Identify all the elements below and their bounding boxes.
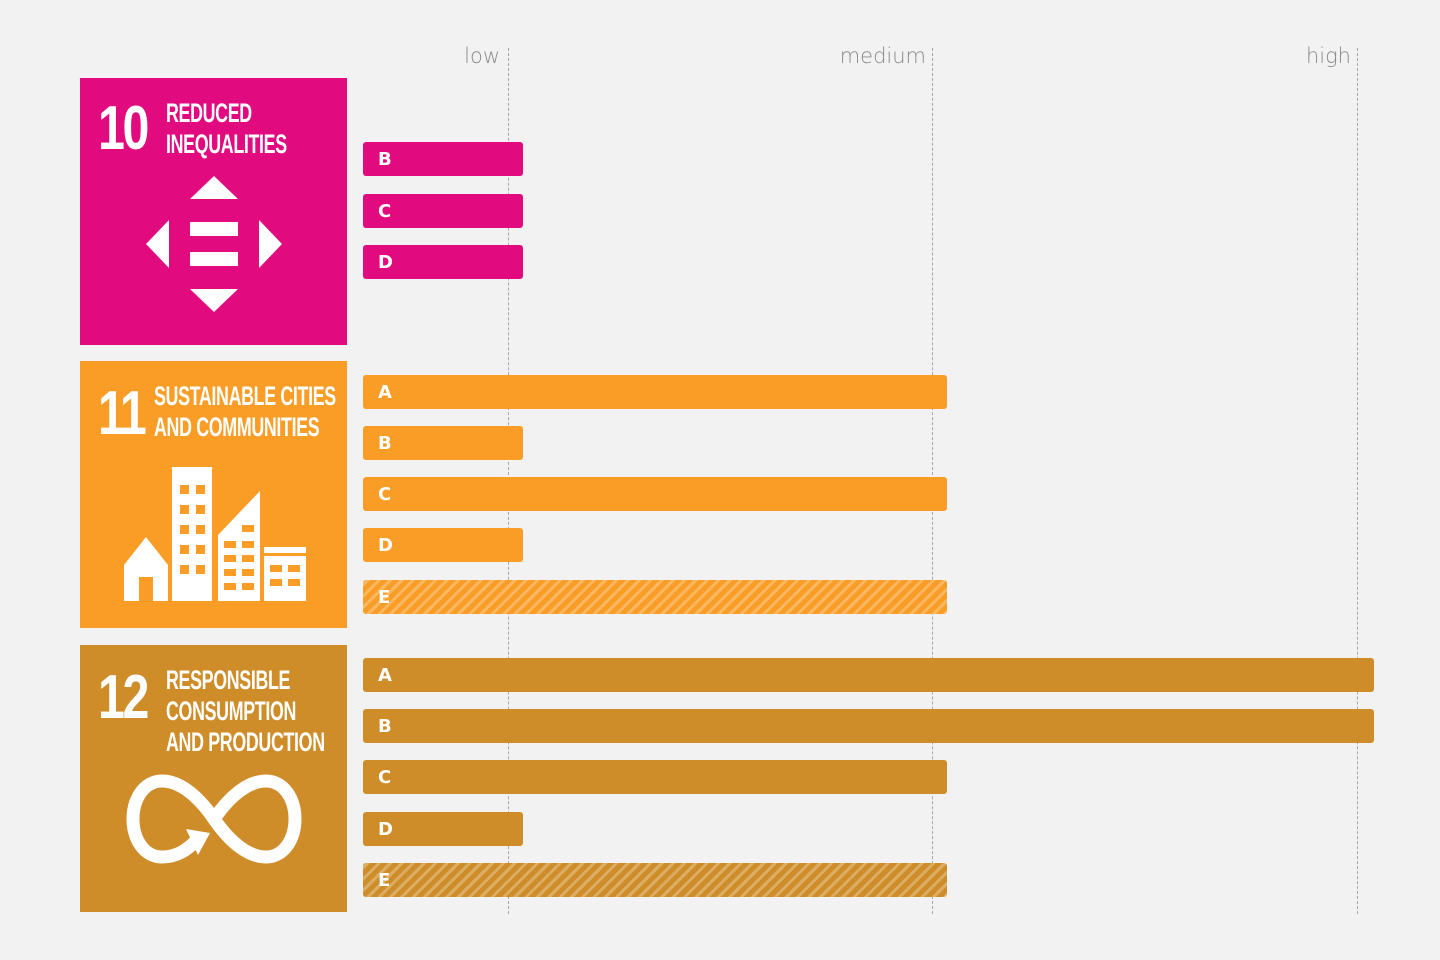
bar-goal11-E: E bbox=[363, 580, 947, 614]
infinity-loop-icon bbox=[126, 774, 302, 864]
axis-label-low: low bbox=[464, 44, 500, 68]
city-buildings-icon bbox=[124, 467, 306, 601]
bar-goal10-D: D bbox=[363, 245, 523, 279]
bar-label: E bbox=[378, 870, 391, 891]
bar-goal11-C: C bbox=[363, 477, 947, 511]
goal-12-number: 12 bbox=[98, 663, 149, 732]
axis-label-high: high bbox=[1305, 44, 1351, 68]
bar-label: C bbox=[378, 201, 392, 222]
goal-11-tile: 11 SUSTAINABLE CITIES AND COMMUNITIES bbox=[80, 361, 347, 628]
axis-label-medium: medium bbox=[839, 44, 926, 68]
bar-goal10-B: B bbox=[363, 142, 523, 176]
goal-10-number: 10 bbox=[98, 94, 149, 163]
bar-label: B bbox=[378, 716, 392, 737]
bar-label: D bbox=[378, 252, 393, 273]
bar-label: C bbox=[378, 484, 392, 505]
goal-12-tile: 12 RESPONSIBLE CONSUMPTION AND PRODUCTIO… bbox=[80, 645, 347, 912]
gridline-high bbox=[1357, 48, 1358, 914]
bar-label: B bbox=[378, 149, 392, 170]
bar-goal11-A: A bbox=[363, 375, 947, 409]
bar-goal10-C: C bbox=[363, 194, 523, 228]
bar-label: D bbox=[378, 535, 393, 556]
bar-label: E bbox=[378, 587, 391, 608]
bar-label: A bbox=[378, 382, 392, 403]
goal-12-title: RESPONSIBLE CONSUMPTION AND PRODUCTION bbox=[166, 665, 325, 757]
bar-label: A bbox=[378, 665, 392, 686]
bar-goal11-D: D bbox=[363, 528, 523, 562]
inequality-arrows-icon bbox=[146, 176, 282, 312]
goal-11-title: SUSTAINABLE CITIES AND COMMUNITIES bbox=[154, 381, 336, 442]
bar-goal11-B: B bbox=[363, 426, 523, 460]
bar-label: B bbox=[378, 433, 392, 454]
goal-10-title: REDUCED INEQUALITIES bbox=[166, 98, 287, 159]
bar-goal12-D: D bbox=[363, 812, 523, 846]
goal-11-number: 11 bbox=[98, 379, 147, 448]
bar-goal12-E: E bbox=[363, 863, 947, 897]
bar-goal12-B: B bbox=[363, 709, 1374, 743]
bar-goal12-A: A bbox=[363, 658, 1374, 692]
bar-label: C bbox=[378, 767, 392, 788]
bar-goal12-C: C bbox=[363, 760, 947, 794]
bar-label: D bbox=[378, 819, 393, 840]
goal-10-tile: 10 REDUCED INEQUALITIES bbox=[80, 78, 347, 345]
